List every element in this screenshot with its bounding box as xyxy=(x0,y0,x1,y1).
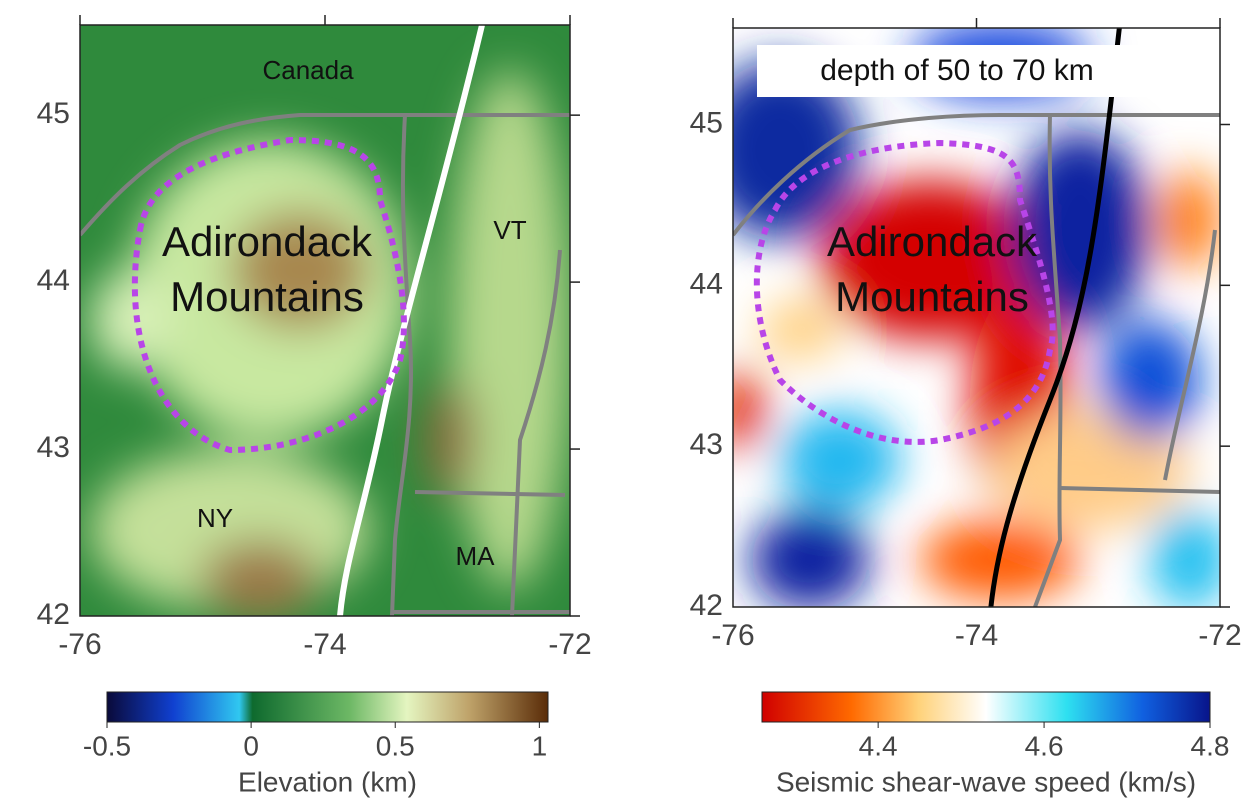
y-tick-label: 43 xyxy=(37,431,70,464)
y-tick-label: 43 xyxy=(690,428,723,461)
place-label: VT xyxy=(493,215,526,245)
y-tick-label: 44 xyxy=(37,264,70,297)
x-tick-label: -74 xyxy=(303,628,346,661)
x-tick-label: -76 xyxy=(711,619,754,652)
x-tick-label: -76 xyxy=(58,628,101,661)
place-label: MA xyxy=(456,541,496,571)
colorbar-tick-label: 0 xyxy=(243,730,259,761)
elevation-map xyxy=(80,25,570,620)
region-label: Mountains xyxy=(170,273,364,320)
y-tick-label: 45 xyxy=(37,97,70,130)
colorbar-label: Elevation (km) xyxy=(238,766,417,797)
x-tick-label: -72 xyxy=(1198,619,1241,652)
colorbar-label: Seismic shear-wave speed (km/s) xyxy=(776,766,1196,797)
colorbar-tick-label: 1 xyxy=(532,730,548,761)
y-tick-label: 45 xyxy=(690,106,723,139)
figure: Canada NY VT MA Adirondack Mountains xyxy=(0,0,1241,810)
region-label: Adirondack xyxy=(162,218,373,265)
x-tick-label: -72 xyxy=(548,628,591,661)
x-tick-label: -74 xyxy=(955,619,998,652)
colorbar-tick-label: 0.5 xyxy=(376,730,415,761)
colorbar xyxy=(107,692,548,722)
region-label: Mountains xyxy=(835,273,1029,320)
place-label: NY xyxy=(197,503,233,533)
colorbar-tick-label: 4.6 xyxy=(1025,730,1064,761)
colorbar-tick-label: 4.8 xyxy=(1191,730,1230,761)
colorbar-tick-label: -0.5 xyxy=(83,730,131,761)
place-label: Canada xyxy=(262,55,354,85)
y-tick-label: 44 xyxy=(690,267,723,300)
colorbar-tick-label: 4.4 xyxy=(859,730,898,761)
colorbar xyxy=(762,692,1210,722)
y-tick-label: 42 xyxy=(37,598,70,631)
inset-label: depth of 50 to 70 km xyxy=(820,54,1094,87)
y-tick-label: 42 xyxy=(690,589,723,622)
region-label: Adirondack xyxy=(827,218,1038,265)
